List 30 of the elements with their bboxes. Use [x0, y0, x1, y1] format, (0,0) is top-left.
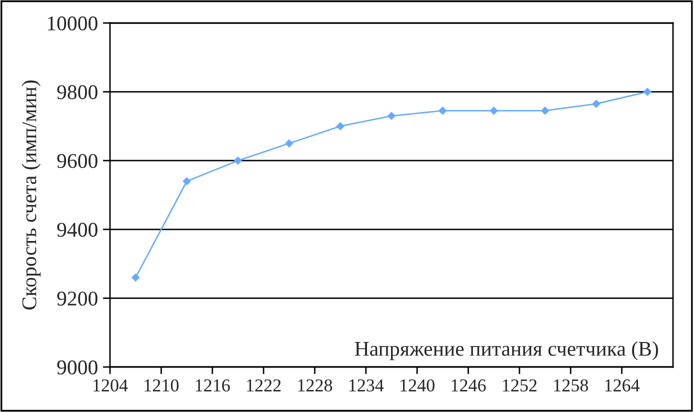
point	[182, 177, 191, 186]
x-tick-label: 1240	[400, 379, 434, 392]
x-axis-title: Напряжение питания счетчика (В)	[354, 341, 658, 360]
y-tick-label: 9600	[57, 154, 98, 168]
x-tick-label: 1204	[94, 379, 128, 392]
point	[541, 106, 550, 115]
x-tick-label: 1228	[298, 379, 332, 392]
y-tick-label: 10000	[48, 16, 98, 30]
point	[132, 274, 140, 282]
x-tick-label: 1264	[605, 379, 640, 392]
point	[643, 88, 652, 96]
y-tick-label: 9400	[57, 222, 98, 237]
point	[336, 122, 344, 130]
x-tick-label: 1258	[554, 379, 588, 392]
y-tick-label: 9200	[57, 292, 98, 306]
point	[388, 112, 396, 120]
x-tick-label: 1246	[452, 379, 486, 392]
point	[592, 100, 600, 108]
x-tick-label: 1252	[502, 379, 537, 392]
y-tick-label: 9000	[57, 360, 98, 374]
point	[285, 139, 294, 148]
point	[490, 106, 498, 115]
x-tick-label: 1216	[196, 379, 230, 392]
x-tick-label: 1234	[349, 379, 384, 392]
y-axis-title: Скорость счета (имп/мин)	[22, 80, 41, 310]
point	[438, 106, 447, 115]
y-tick-label: 9800	[57, 85, 98, 100]
x-tick-label: 1222	[247, 379, 281, 392]
point	[234, 156, 242, 165]
x-tick-label: 1210	[144, 379, 179, 392]
